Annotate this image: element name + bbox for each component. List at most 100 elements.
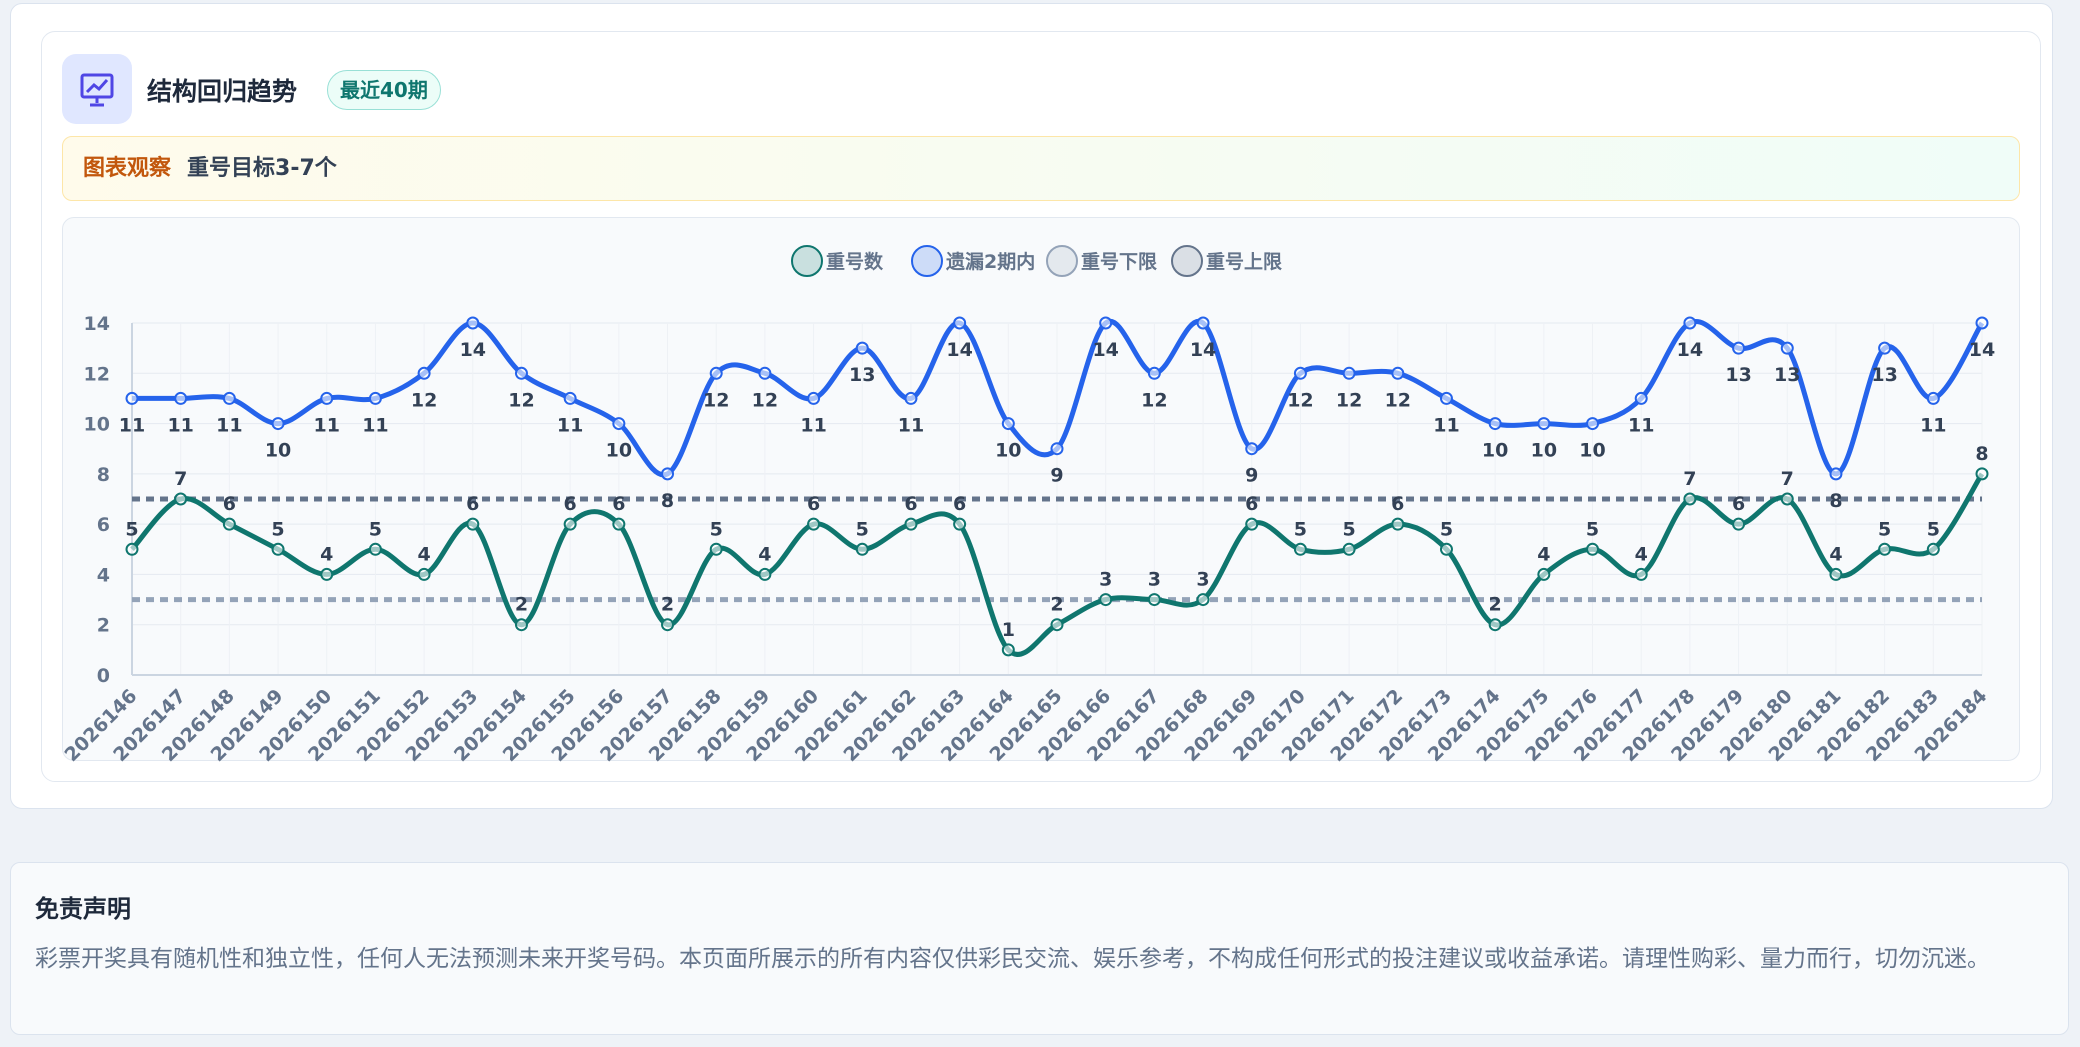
data-label: 12 [752,389,778,411]
point [1293,542,1307,556]
data-label: 5 [856,518,869,540]
point [271,417,285,431]
data-label: 11 [362,414,388,436]
point [1683,492,1697,506]
point [1537,567,1551,581]
legend-swatch [1046,245,1078,277]
data-label: 6 [564,493,577,515]
data-label: 14 [1092,339,1118,361]
point [222,391,236,405]
point [904,391,918,405]
data-label: 3 [1196,569,1209,591]
disclaimer: 免责声明 彩票开奖具有随机性和独立性，任何人无法预测未来开奖号码。本页面所展示的… [10,862,2069,1035]
data-label: 8 [1975,443,1988,465]
data-label: 6 [807,493,820,515]
data-label: 13 [849,364,875,386]
data-label: 6 [1732,493,1745,515]
data-label: 7 [174,468,187,490]
data-label: 6 [1245,493,1258,515]
point [125,542,139,556]
data-label: 9 [1245,465,1258,487]
point [612,517,626,531]
legend-swatch [1171,245,1203,277]
data-label: 5 [1878,518,1891,540]
data-label: 10 [995,440,1021,462]
point [368,391,382,405]
legend-label: 重号下限 [1081,251,1157,273]
data-label: 9 [1050,465,1063,487]
point [855,341,869,355]
point [1001,643,1015,657]
data-label: 6 [223,493,236,515]
data-label: 2 [661,594,674,616]
data-label: 4 [1635,543,1648,565]
point [1537,417,1551,431]
point [320,391,334,405]
point [417,567,431,581]
data-label: 13 [1871,364,1897,386]
chart-inner: 结构回归趋势 最近40期 图表观察 重号目标3-7个 0 2 4 6 8 10 12 14 202… [41,31,2041,782]
point [320,567,334,581]
point [661,467,675,481]
data-label: 4 [320,543,333,565]
point [1391,517,1405,531]
point [758,567,772,581]
legend-swatch [911,245,943,277]
y-tick-label: 6 [97,514,110,536]
data-label: 2 [515,594,528,616]
point [953,517,967,531]
point [1245,517,1259,531]
point [1391,366,1405,380]
data-label: 3 [1099,569,1112,591]
data-label: 8 [661,490,674,512]
data-label: 4 [417,543,430,565]
y-tick-label: 2 [97,615,110,637]
point [1196,316,1210,330]
data-label: 11 [167,414,193,436]
legend-label: 遗漏2期内 [945,250,1035,273]
point [1147,593,1161,607]
point [1975,467,1989,481]
point [271,542,285,556]
data-label: 6 [904,493,917,515]
point [125,391,139,405]
point [1147,366,1161,380]
data-label: 14 [1969,339,1995,361]
point [1732,517,1746,531]
point [1975,316,1989,330]
point [1001,417,1015,431]
y-tick-label: 10 [84,414,110,436]
data-label: 4 [1829,543,1842,565]
data-label: 12 [1385,389,1411,411]
observation: 图表观察 重号目标3-7个 [62,136,2020,201]
data-label: 12 [1336,389,1362,411]
point [1439,542,1453,556]
plot-panel: 0 2 4 6 8 10 12 14 2026146 2026147 2026148 2026149 2… [61,217,2020,766]
point [1780,492,1794,506]
data-label: 10 [1482,440,1508,462]
y-tick-label: 8 [97,464,110,486]
point [563,517,577,531]
point [855,542,869,556]
point [1878,341,1892,355]
data-label: 5 [1440,518,1453,540]
data-label: 14 [1190,339,1216,361]
data-label: 6 [612,493,625,515]
point [466,316,480,330]
icon-svg [80,73,114,107]
data-label: 5 [1586,518,1599,540]
data-label: 11 [898,414,924,436]
point [1050,618,1064,632]
legend-label: 重号上限 [1206,251,1282,273]
data-label: 12 [1141,389,1167,411]
data-label: 11 [1628,414,1654,436]
point [1293,366,1307,380]
point [1488,417,1502,431]
data-label: 10 [606,440,632,462]
data-label: 8 [1829,490,1842,512]
point [709,366,723,380]
point [807,517,821,531]
y-tick-label: 0 [97,665,110,687]
data-label: 14 [1677,339,1703,361]
data-label: 10 [1579,440,1605,462]
